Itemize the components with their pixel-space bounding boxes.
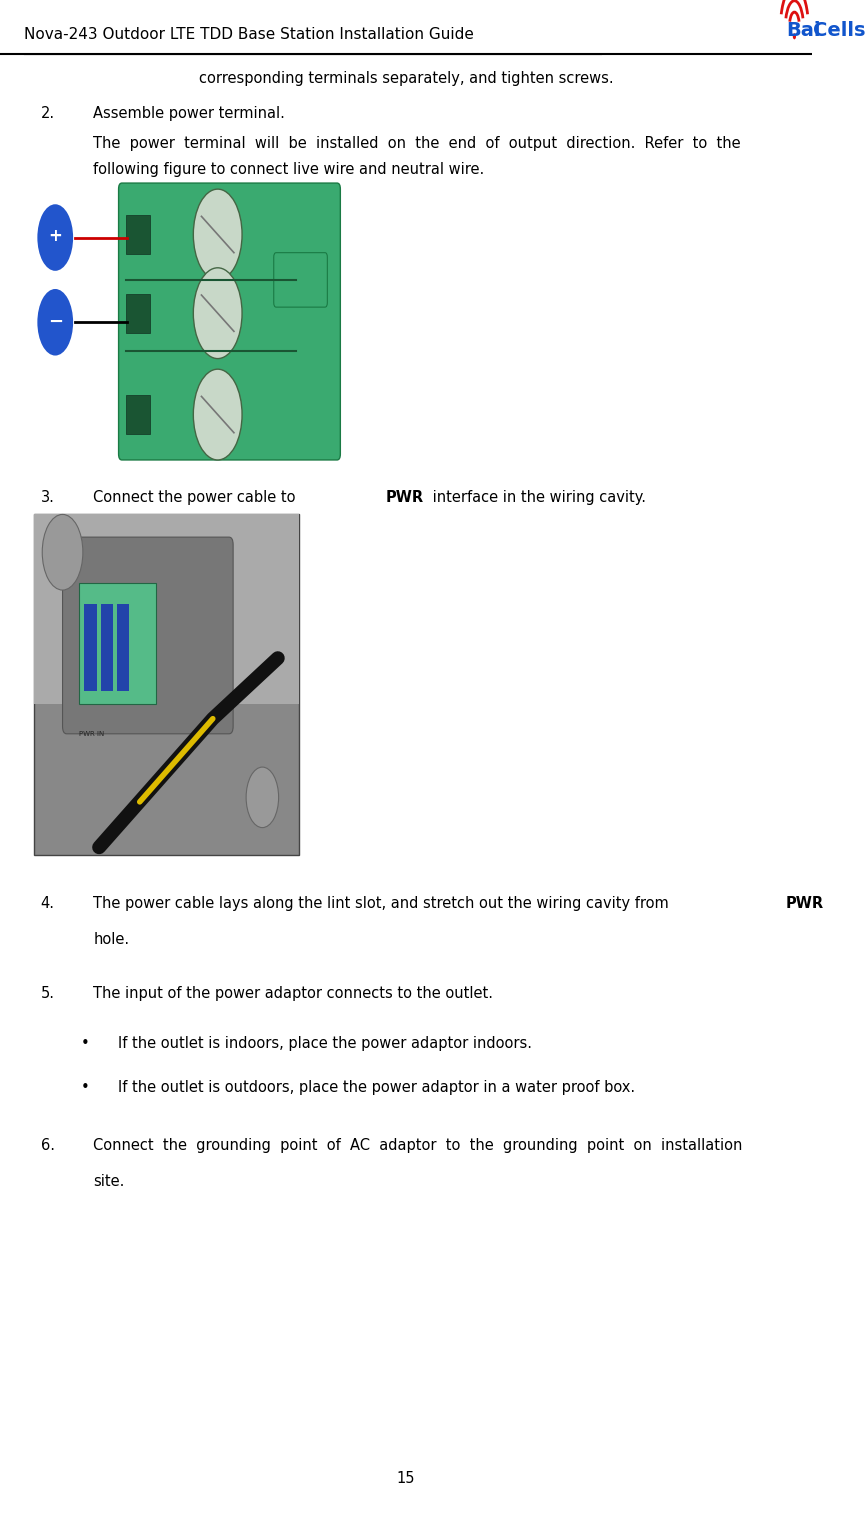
Bar (34, 514, 299, 704)
Text: 4.: 4. (41, 896, 55, 911)
Text: PWR: PWR (386, 490, 424, 505)
Circle shape (193, 189, 242, 280)
Bar (126, 294, 150, 333)
Text: Cells: Cells (813, 21, 865, 39)
Circle shape (42, 514, 83, 590)
Circle shape (193, 369, 242, 460)
Text: hole.: hole. (94, 932, 129, 947)
Text: 5.: 5. (41, 986, 55, 1002)
Bar (126, 215, 150, 254)
Circle shape (37, 204, 73, 271)
FancyBboxPatch shape (274, 253, 328, 307)
Text: 2.: 2. (41, 106, 55, 121)
Circle shape (792, 33, 796, 39)
Text: The  power  terminal  will  be  installed  on  the  end  of  output  direction. : The power terminal will be installed on … (94, 136, 741, 151)
Text: PWR: PWR (786, 896, 824, 911)
Text: •: • (81, 1080, 89, 1095)
Text: Nova-243 Outdoor LTE TDD Base Station Installation Guide: Nova-243 Outdoor LTE TDD Base Station In… (24, 27, 474, 42)
Bar (126, 395, 150, 434)
Bar (34, 514, 299, 855)
Bar (84, 604, 96, 691)
Text: 15: 15 (397, 1471, 415, 1486)
Text: Connect  the  grounding  point  of  AC  adaptor  to  the  grounding  point  on  : Connect the grounding point of AC adapto… (94, 1138, 743, 1153)
Text: PWR IN: PWR IN (79, 731, 104, 737)
Bar (79, 583, 156, 704)
Text: interface in the wiring cavity.: interface in the wiring cavity. (428, 490, 646, 505)
Text: The power cable lays along the lint slot, and stretch out the wiring cavity from: The power cable lays along the lint slot… (94, 896, 674, 911)
Text: If the outlet is outdoors, place the power adaptor in a water proof box.: If the outlet is outdoors, place the pow… (118, 1080, 635, 1095)
Text: 3.: 3. (41, 490, 55, 505)
Circle shape (246, 767, 278, 828)
Text: 6.: 6. (41, 1138, 55, 1153)
FancyBboxPatch shape (62, 537, 233, 734)
Text: If the outlet is indoors, place the power adaptor indoors.: If the outlet is indoors, place the powe… (118, 1036, 531, 1052)
Circle shape (37, 289, 73, 356)
Text: +: + (49, 227, 62, 245)
Text: following figure to connect live wire and neutral wire.: following figure to connect live wire an… (94, 162, 485, 177)
Text: Bai: Bai (786, 21, 821, 39)
Circle shape (193, 268, 242, 359)
Text: Assemble power terminal.: Assemble power terminal. (94, 106, 285, 121)
Text: −: − (48, 313, 62, 331)
Text: The input of the power adaptor connects to the outlet.: The input of the power adaptor connects … (94, 986, 493, 1002)
Text: Connect the power cable to: Connect the power cable to (94, 490, 301, 505)
Text: site.: site. (94, 1174, 125, 1189)
Bar (101, 604, 113, 691)
Bar (117, 604, 129, 691)
Text: corresponding terminals separately, and tighten screws.: corresponding terminals separately, and … (199, 71, 614, 86)
FancyBboxPatch shape (119, 183, 341, 460)
Text: •: • (81, 1036, 89, 1052)
